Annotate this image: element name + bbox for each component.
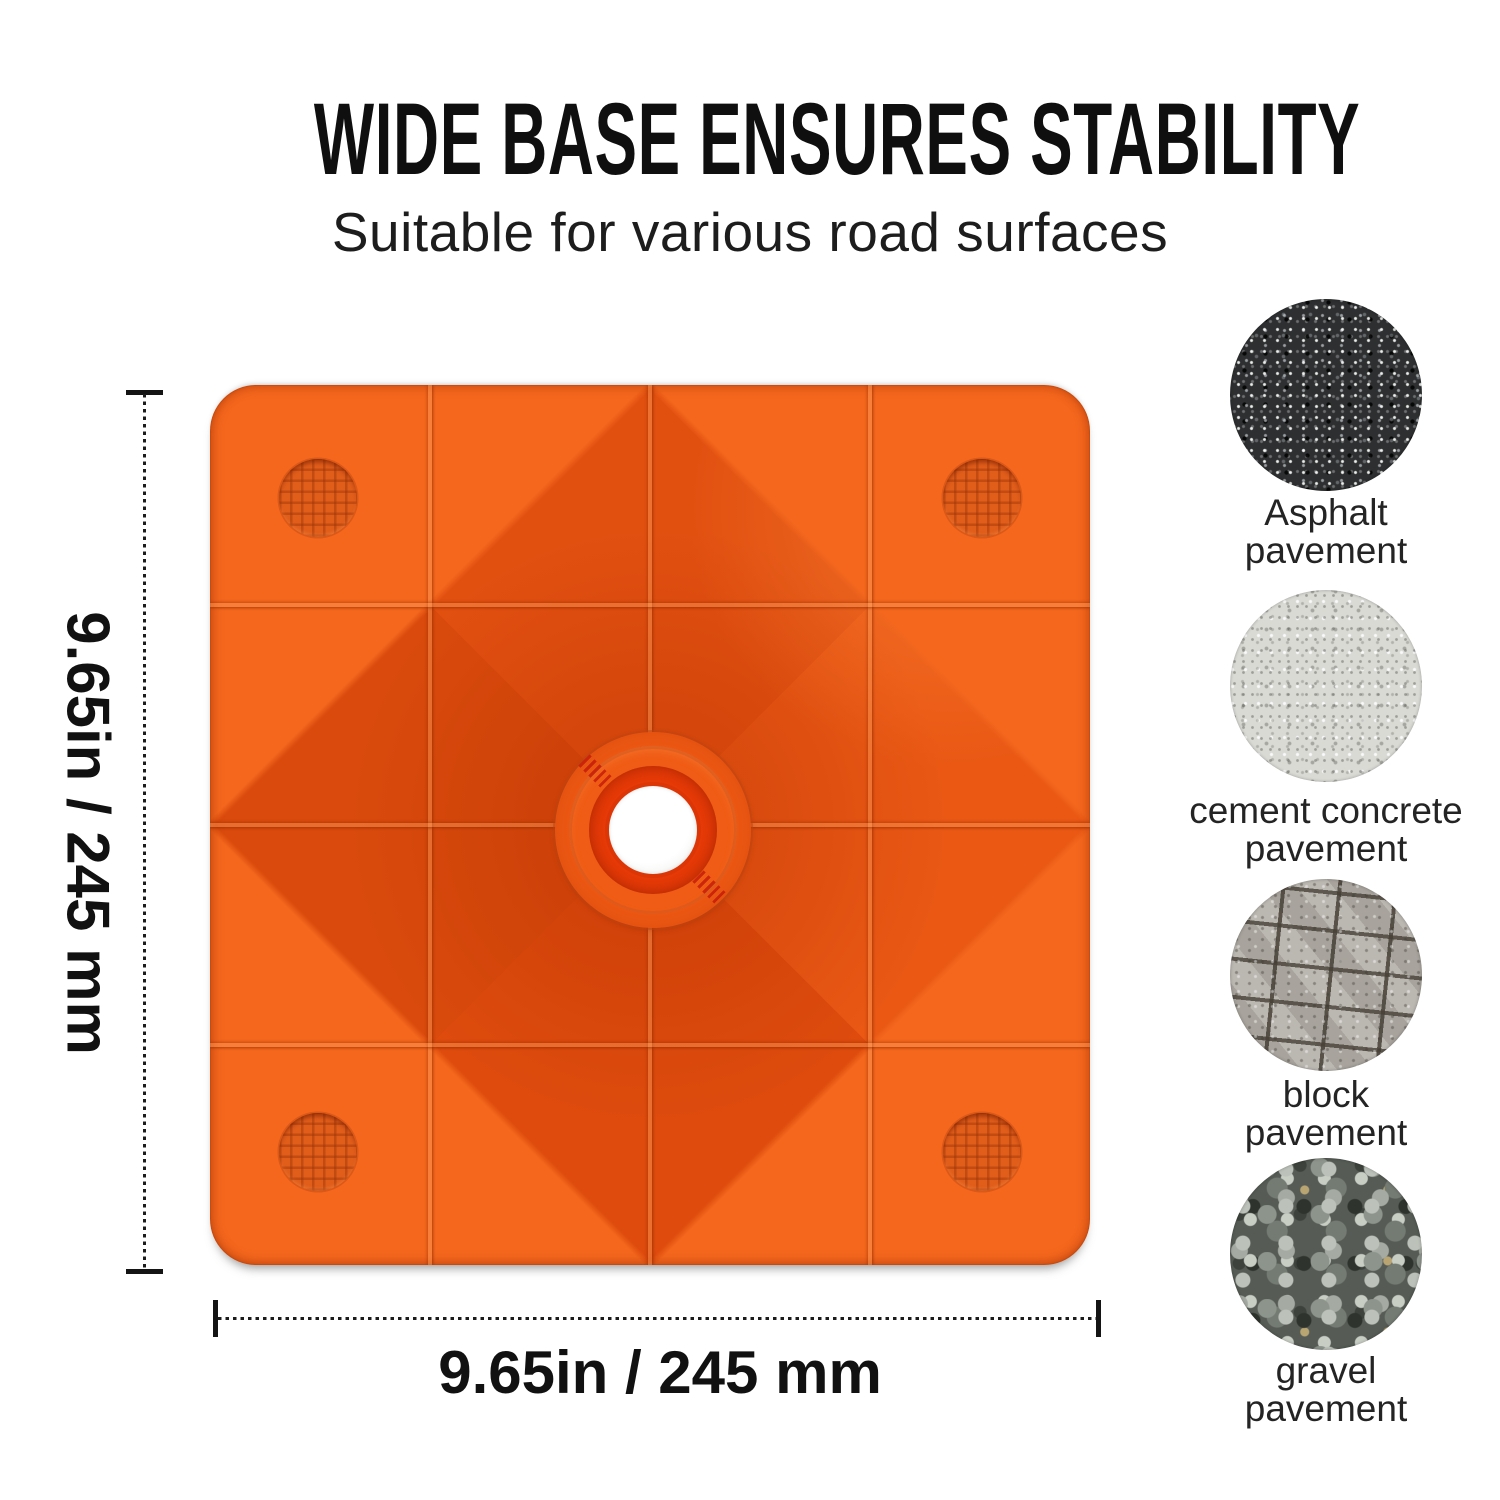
foot-pad-bottom-left [279, 1113, 357, 1191]
block-pavement-sample-image [1230, 879, 1422, 1071]
block-label-line1: block [1282, 1074, 1370, 1115]
horizontal-dimension-dotted-line [218, 1317, 1096, 1320]
page-subtitle: Suitable for various road surfaces [331, 201, 1169, 263]
gravel-pavement-sample-image [1230, 1158, 1422, 1350]
subheader: Suitable for various road surfaces [0, 200, 1500, 264]
gravel-pavement-label: gravel pavement [1166, 1352, 1486, 1428]
header: WIDE BASE ENSURES STABILITY [0, 82, 1500, 196]
asphalt-label-line2: pavement [1244, 530, 1408, 571]
foot-pad-top-right [943, 459, 1021, 537]
cement-label-line2: pavement [1244, 828, 1408, 869]
hub-center-hole [609, 786, 697, 874]
cement-label-line1: cement concrete [1189, 790, 1463, 831]
vertical-dimension-bottom-cap [126, 1269, 163, 1274]
horizontal-dimension-left-cap [213, 1300, 218, 1337]
height-dimension-label: 9.65in / 245 mm [54, 611, 122, 1055]
width-dimension-label: 9.65in / 245 mm [438, 1339, 882, 1406]
block-label-line2: pavement [1244, 1112, 1408, 1153]
gravel-label-line1: gravel [1275, 1350, 1377, 1391]
cement-concrete-pavement-label: cement concrete pavement [1166, 792, 1486, 868]
foot-pad-top-left [279, 459, 357, 537]
asphalt-label-line1: Asphalt [1264, 492, 1388, 533]
base-rib-horizontal-3 [210, 1043, 1090, 1047]
vertical-dimension-top-cap [126, 390, 163, 395]
block-pavement-label: block pavement [1166, 1076, 1486, 1152]
base-rib-horizontal-1 [210, 603, 1090, 607]
center-hub [555, 732, 751, 928]
asphalt-pavement-label: Asphalt pavement [1166, 494, 1486, 570]
asphalt-pavement-sample-image [1230, 299, 1422, 491]
page-title: WIDE BASE ENSURES STABILITY [313, 82, 1361, 196]
horizontal-dimension-right-cap [1096, 1300, 1101, 1337]
vertical-dimension-dotted-line [143, 394, 146, 1272]
base-rib-vertical-3 [868, 385, 872, 1265]
foot-pad-bottom-right [943, 1113, 1021, 1191]
base-rib-vertical-1 [428, 385, 432, 1265]
cement-concrete-pavement-sample-image [1230, 590, 1422, 782]
gravel-label-line2: pavement [1244, 1388, 1408, 1429]
cone-base-product [210, 385, 1090, 1265]
